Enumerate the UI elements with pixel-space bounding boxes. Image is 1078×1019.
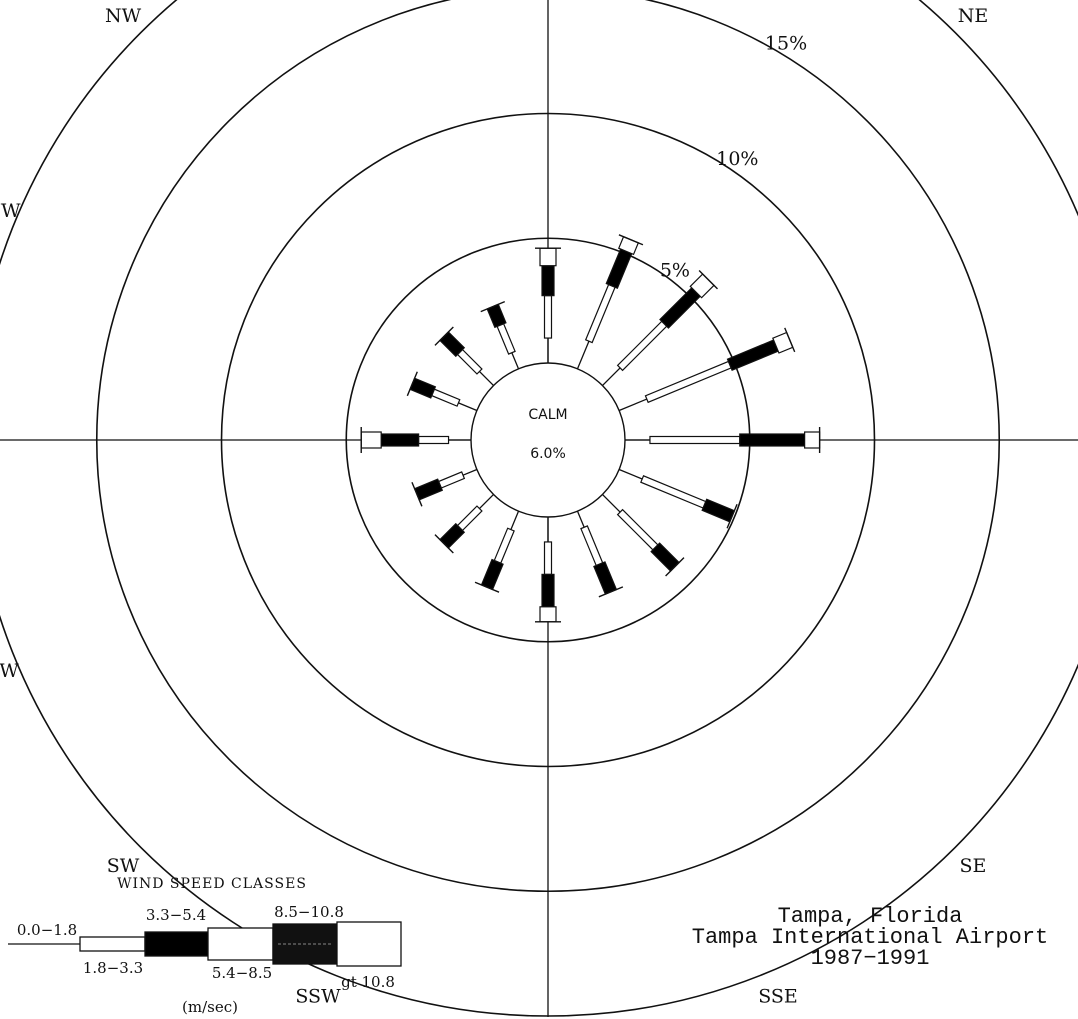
bar-sse bbox=[565, 506, 622, 597]
bar-segment-ne-2 bbox=[660, 288, 700, 328]
bar-segment-ese-1 bbox=[641, 476, 706, 508]
bar-segment-nw-0 bbox=[479, 371, 493, 385]
direction-label-ne: NE bbox=[958, 5, 989, 27]
legend-units: (m/sec) bbox=[182, 998, 238, 1016]
bar-segment-w-2 bbox=[381, 434, 418, 446]
legend-swatch-5 bbox=[337, 922, 401, 966]
bar-wnw bbox=[407, 372, 481, 423]
bar-segment-s-2 bbox=[542, 574, 554, 606]
bar-n bbox=[535, 248, 561, 363]
bar-segment-nw-1 bbox=[458, 350, 482, 374]
bar-segment-ene-0 bbox=[619, 399, 647, 410]
bar-segment-s-3 bbox=[540, 607, 556, 622]
station-caption: Tampa, Florida Tampa International Airpo… bbox=[660, 906, 1078, 969]
bar-sw bbox=[435, 485, 503, 553]
legend-swatch-2 bbox=[145, 932, 208, 956]
bar-segment-ssw-0 bbox=[511, 511, 519, 529]
bar-segment-nne-0 bbox=[577, 341, 588, 369]
bar-segment-nne-1 bbox=[586, 285, 615, 343]
caption-city: Tampa, Florida bbox=[660, 906, 1078, 927]
legend-label-5: gt 10.8 bbox=[341, 973, 395, 991]
bar-segment-ne-1 bbox=[618, 321, 667, 370]
bar-segment-s-1 bbox=[545, 542, 552, 574]
bar-segment-n-2 bbox=[542, 266, 554, 296]
ring-label-10: 10% bbox=[716, 148, 758, 170]
bar-segment-ene-2 bbox=[727, 340, 778, 370]
direction-label-nw: NW bbox=[105, 5, 142, 27]
caption-years: 1987−1991 bbox=[660, 948, 1078, 969]
bar-segment-e-2 bbox=[740, 434, 805, 446]
direction-label-ssw: SSW bbox=[295, 985, 341, 1007]
legend-label-1: 1.8−3.3 bbox=[83, 959, 143, 977]
bar-segment-ssw-2 bbox=[481, 560, 503, 590]
legend-swatch-1 bbox=[80, 937, 145, 951]
ring-labels: 5%10%15%20% bbox=[660, 0, 857, 282]
bar-segment-wsw-2 bbox=[415, 479, 443, 500]
bar-segment-w-1 bbox=[419, 437, 449, 444]
bar-segment-e-3 bbox=[805, 432, 820, 448]
bar-wsw bbox=[412, 457, 482, 506]
legend-label-4: 8.5−10.8 bbox=[274, 903, 344, 921]
bar-segment-sw-0 bbox=[479, 494, 493, 508]
legend-label-3: 5.4−8.5 bbox=[212, 964, 272, 982]
calm-circle bbox=[471, 363, 625, 517]
bar-nw bbox=[435, 327, 503, 395]
bar-e bbox=[625, 427, 820, 453]
bar-segment-e-1 bbox=[650, 437, 740, 444]
bar-segment-ene-1 bbox=[645, 361, 731, 402]
bar-segment-n-3 bbox=[540, 248, 556, 265]
direction-label-se: SE bbox=[960, 855, 987, 877]
legend: WIND SPEED CLASSES 0.0−1.8 1.8−3.3 3.3−5… bbox=[8, 876, 401, 1016]
bar-segment-n-1 bbox=[545, 296, 552, 338]
ring-label-5: 5% bbox=[660, 260, 690, 282]
bar-segment-ese-2 bbox=[702, 499, 734, 522]
bar-s bbox=[535, 517, 561, 622]
bar-ssw bbox=[475, 506, 531, 592]
direction-label-sw: SW bbox=[107, 855, 140, 877]
ring-label-15: 15% bbox=[765, 32, 807, 54]
bar-segment-wsw-1 bbox=[439, 472, 465, 488]
direction-label-wnw: WNW bbox=[0, 200, 21, 222]
bar-segment-ssw-1 bbox=[494, 528, 514, 563]
bar-segment-sse-0 bbox=[577, 511, 584, 527]
bar-segment-nnw-0 bbox=[512, 353, 519, 369]
direction-label-wsw: WSW bbox=[0, 660, 19, 682]
caption-station: Tampa International Airport bbox=[660, 927, 1078, 948]
bar-segment-wnw-0 bbox=[458, 403, 476, 411]
bar-segment-sw-1 bbox=[458, 506, 482, 530]
bar-nnw bbox=[481, 302, 531, 374]
legend-title: WIND SPEED CLASSES bbox=[117, 876, 307, 892]
calm-value: 6.0% bbox=[530, 446, 566, 462]
bar-segment-ne-0 bbox=[602, 368, 620, 386]
bar-segment-nnw-1 bbox=[497, 324, 515, 354]
bar-segment-w-3 bbox=[361, 432, 381, 448]
bar-segment-wnw-1 bbox=[432, 389, 460, 406]
bar-segment-sse-2 bbox=[594, 562, 617, 594]
bar-segment-se-0 bbox=[602, 494, 620, 512]
legend-label-2: 3.3−5.4 bbox=[146, 906, 206, 924]
bar-segment-wsw-0 bbox=[463, 469, 477, 475]
bar-segment-sse-1 bbox=[581, 526, 603, 566]
bar-se bbox=[593, 485, 684, 576]
bar-segment-se-1 bbox=[618, 510, 658, 550]
bar-segment-ese-0 bbox=[619, 469, 642, 479]
legend-label-0: 0.0−1.8 bbox=[17, 921, 77, 939]
bar-w bbox=[361, 427, 471, 453]
bar-segment-nne-2 bbox=[606, 249, 631, 288]
bar-ese bbox=[614, 457, 737, 528]
direction-label-sse: SSE bbox=[758, 985, 798, 1007]
legend-swatch-3 bbox=[208, 928, 273, 960]
calm-label: CALM bbox=[528, 407, 567, 423]
direction-bars bbox=[361, 235, 819, 622]
